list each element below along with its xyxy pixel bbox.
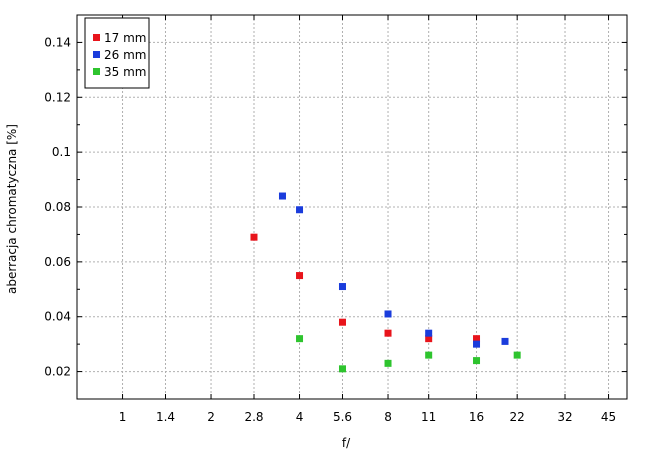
y-tick-label: 0.02 (44, 365, 71, 379)
legend-marker (93, 34, 100, 41)
plot-frame (76, 14, 628, 400)
axis-ticks (77, 14, 627, 400)
x-tick-label: 8 (384, 410, 392, 424)
data-point (384, 310, 392, 318)
legend: 17 mm 26 mm 35 mm (84, 17, 150, 89)
x-tick-label: 2 (207, 410, 215, 424)
x-tick-label: 16 (469, 410, 484, 424)
x-tick-label: 5.6 (333, 410, 352, 424)
data-point (296, 335, 304, 343)
x-tick-label: 22 (510, 410, 525, 424)
y-tick-label: 0.12 (44, 90, 71, 104)
data-point (384, 359, 392, 367)
legend-label: 26 mm (104, 48, 146, 62)
legend-marker (93, 51, 100, 58)
data-point (338, 365, 346, 373)
legend-label: 17 mm (104, 31, 146, 45)
y-tick-label: 0.06 (44, 255, 71, 269)
legend-marker (93, 68, 100, 75)
data-point (338, 283, 346, 291)
y-tick-label: 0.04 (44, 310, 71, 324)
data-point (250, 233, 258, 241)
data-point (425, 351, 433, 359)
legend-label: 35 mm (104, 65, 146, 79)
data-point (425, 335, 433, 343)
grid-lines (77, 15, 627, 399)
data-point (296, 272, 304, 280)
x-axis-label: f/ (342, 436, 351, 450)
data-point (501, 337, 509, 345)
x-tick-label: 32 (557, 410, 572, 424)
data-point (425, 329, 433, 337)
x-tick-label: 2.8 (244, 410, 263, 424)
legend-entries: 17 mm 26 mm 35 mm (93, 31, 146, 79)
tick-labels: 1 1.4 2 2.8 4 5.6 8 11 16 22 32 45 0.02 0.04 0.06 0.08 0… (44, 35, 616, 424)
x-tick-label: 45 (601, 410, 616, 424)
y-tick-label: 0.1 (52, 145, 71, 159)
data-point (473, 340, 481, 348)
data-point (513, 351, 521, 359)
data-point (296, 206, 304, 214)
x-tick-label: 1.4 (156, 410, 175, 424)
x-tick-label: 4 (296, 410, 304, 424)
data-point (278, 192, 286, 200)
data-point (473, 335, 481, 343)
x-tick-label: 11 (421, 410, 436, 424)
x-tick-label: 1 (119, 410, 127, 424)
y-tick-label: 0.08 (44, 200, 71, 214)
y-axis-label: aberracja chromatyczna [%] (5, 124, 19, 294)
y-tick-label: 0.14 (44, 35, 71, 49)
data-point (473, 357, 481, 365)
data-point (338, 318, 346, 326)
data-points (250, 192, 521, 373)
data-point (384, 329, 392, 337)
